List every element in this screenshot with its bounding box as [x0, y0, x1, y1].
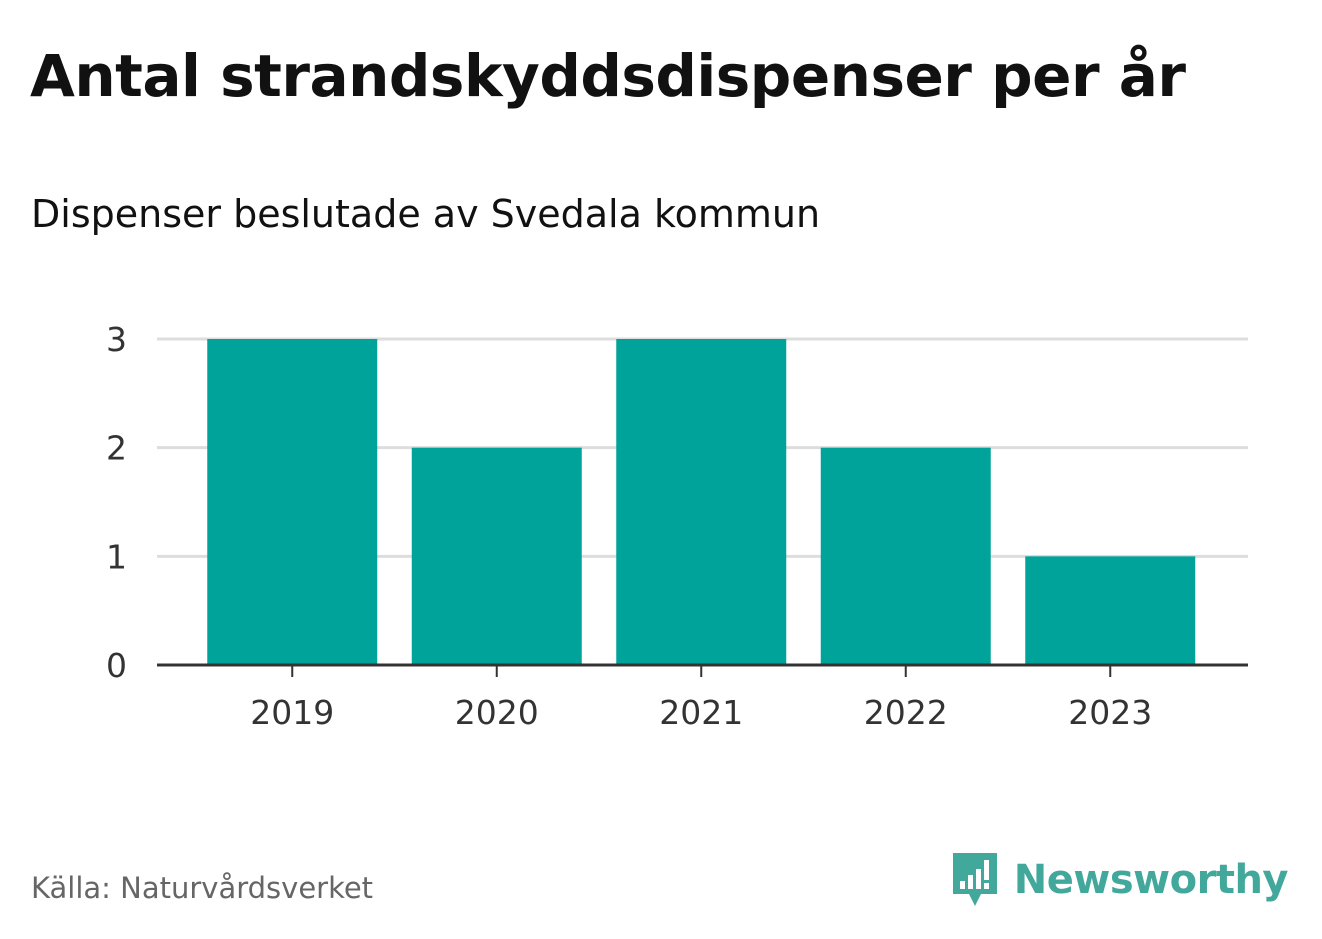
- y-tick-label: 0: [106, 646, 127, 685]
- chart-subtitle: Dispenser beslutade av Svedala kommun: [31, 192, 821, 236]
- brand-name: Newsworthy: [1013, 857, 1289, 903]
- y-axis-ticks: 0 1 2 3: [106, 320, 127, 685]
- bar-2023: [1025, 556, 1196, 665]
- bar-2019: [207, 339, 378, 665]
- newsworthy-logo-icon: [952, 853, 997, 906]
- bar-2022: [820, 447, 991, 665]
- y-tick-label: 1: [106, 537, 127, 576]
- chart-title: Antal strandskyddsdispenser per år: [30, 42, 1186, 110]
- bar-chart: 0 1 2 3 2019 2020 2021 2022 2023: [106, 320, 1248, 732]
- y-tick-label: 2: [106, 429, 127, 468]
- brand-logo: Newsworthy: [950, 848, 1289, 912]
- x-tick-label: 2020: [455, 693, 539, 732]
- bars: [207, 339, 1196, 665]
- x-axis-ticks: 2019 2020 2021 2022 2023: [250, 665, 1152, 732]
- bar-2020: [411, 447, 582, 665]
- x-tick-label: 2021: [659, 693, 743, 732]
- x-tick-label: 2019: [250, 693, 334, 732]
- source-note: Källa: Naturvårdsverket: [31, 871, 374, 905]
- y-tick-label: 3: [106, 320, 127, 359]
- bar-2021: [616, 339, 787, 665]
- x-tick-label: 2022: [864, 693, 948, 732]
- x-tick-label: 2023: [1068, 693, 1152, 732]
